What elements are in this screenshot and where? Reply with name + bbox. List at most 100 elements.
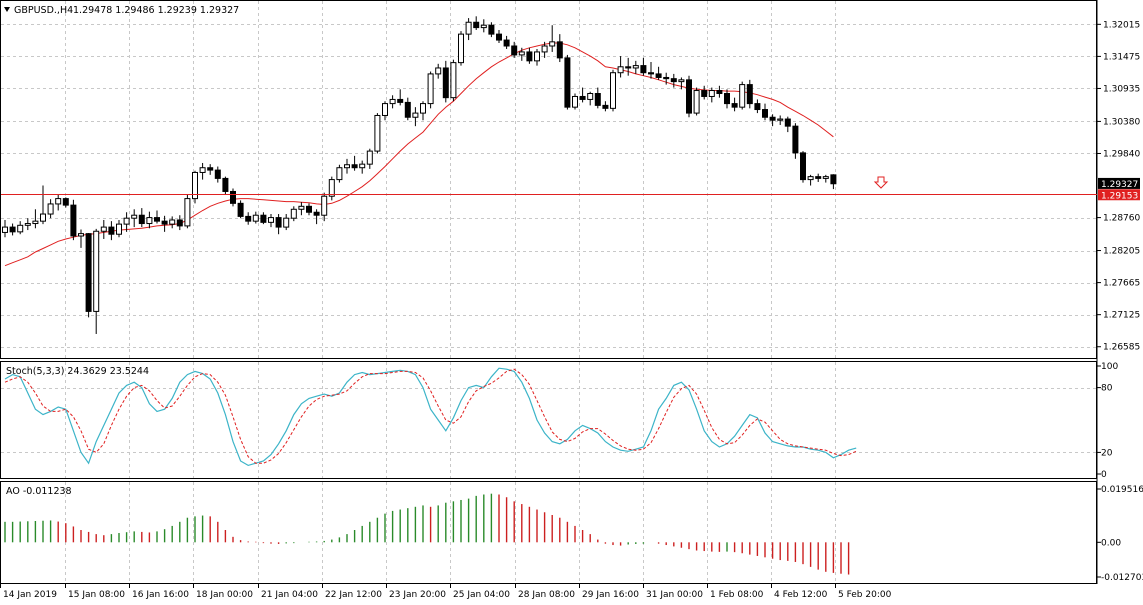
- time-tick-label: 16 Jan 16:00: [132, 590, 189, 600]
- candle: [587, 91, 594, 106]
- candle: [496, 29, 502, 44]
- candle-body: [693, 90, 700, 114]
- candle-body: [17, 224, 24, 233]
- candle-body: [404, 101, 411, 118]
- sell-signal-arrow-icon[interactable]: [873, 176, 889, 189]
- candle-body: [78, 233, 84, 237]
- price-pane[interactable]: [0, 0, 1097, 359]
- candle-body: [374, 114, 381, 152]
- candle-body: [754, 103, 761, 111]
- ao-histogram: [4, 493, 850, 575]
- price-tick-label: 1.27665: [1103, 279, 1140, 289]
- candle: [442, 60, 449, 103]
- candle-body: [784, 118, 791, 127]
- candle: [549, 25, 556, 52]
- candle-body: [655, 73, 662, 78]
- candle-body: [290, 208, 297, 219]
- candle-body: [663, 76, 670, 80]
- current-price-badge: 1.29327: [1098, 177, 1140, 190]
- candle: [412, 107, 419, 127]
- candle: [245, 212, 252, 225]
- candle: [815, 173, 822, 182]
- candle: [344, 158, 350, 174]
- current-price-label: 1.29327: [1101, 180, 1138, 190]
- candle: [275, 214, 282, 235]
- time-axis: 14 Jan 2019 15 Jan 08:00 16 Jan 16:00 18 Ja…: [0, 584, 892, 600]
- candle: [404, 97, 411, 121]
- candle-body: [716, 90, 723, 94]
- candle-body: [100, 226, 107, 232]
- candle: [610, 69, 616, 112]
- candle-body: [442, 67, 449, 99]
- candle-body: [32, 220, 39, 225]
- candle: [480, 19, 487, 33]
- candle-body: [534, 51, 540, 62]
- dropdown-triangle-icon[interactable]: [4, 7, 10, 12]
- candle-body: [366, 150, 373, 165]
- candle: [640, 57, 647, 76]
- candle-body: [93, 230, 100, 312]
- candle: [176, 215, 183, 231]
- candle: [503, 35, 510, 49]
- candle-body: [587, 93, 594, 100]
- stoch-pane[interactable]: [0, 361, 1097, 479]
- candle: [465, 18, 472, 41]
- candle: [511, 41, 518, 58]
- price-tick-label: 1.31475: [1103, 52, 1140, 62]
- candle: [298, 202, 305, 216]
- candle-body: [473, 21, 480, 29]
- candle: [701, 85, 708, 100]
- price-tick-label: 1.28205: [1103, 247, 1140, 257]
- stoch-tick-label: 20: [1101, 448, 1113, 458]
- candle-body: [564, 57, 571, 108]
- candle: [70, 199, 77, 241]
- candle: [374, 113, 381, 154]
- candle: [230, 188, 236, 207]
- candle-body: [511, 45, 518, 56]
- candle-body: [24, 223, 31, 226]
- candle: [458, 31, 464, 66]
- candle: [306, 203, 312, 216]
- candle-body: [275, 217, 282, 228]
- candle-body: [389, 98, 396, 105]
- candle: [169, 216, 176, 229]
- candle: [625, 57, 632, 76]
- candle-body: [800, 152, 806, 181]
- candle-body: [62, 198, 69, 206]
- time-tick-label: 31 Jan 00:00: [646, 590, 703, 600]
- candle-body: [321, 195, 328, 216]
- candle: [184, 194, 191, 229]
- candle: [731, 97, 738, 112]
- candle-body: [579, 95, 586, 100]
- candle-body: [55, 198, 62, 205]
- candle-body: [640, 65, 647, 74]
- candle-body: [420, 103, 426, 114]
- candle: [792, 123, 799, 159]
- candle: [328, 176, 335, 201]
- candle-body: [526, 51, 533, 62]
- candle: [526, 47, 533, 64]
- grid-lines: [1, 1, 1096, 583]
- candle-body: [214, 169, 221, 179]
- candle-body: [40, 213, 46, 222]
- candle-body: [412, 112, 419, 118]
- candle: [739, 81, 746, 110]
- candle-body: [123, 217, 130, 225]
- candle-body: [678, 79, 685, 83]
- candle: [100, 219, 107, 239]
- candle: [556, 34, 563, 63]
- candle: [617, 56, 624, 78]
- candle: [655, 66, 662, 80]
- candle: [572, 93, 578, 110]
- candle: [207, 164, 214, 175]
- candle: [85, 233, 92, 318]
- candle-body: [830, 174, 837, 185]
- candle: [192, 170, 198, 204]
- candle-body: [488, 24, 495, 35]
- time-tick-label: 5 Feb 20:00: [838, 590, 892, 600]
- candle-body: [625, 66, 632, 69]
- candle: [108, 221, 115, 241]
- candle: [488, 22, 495, 38]
